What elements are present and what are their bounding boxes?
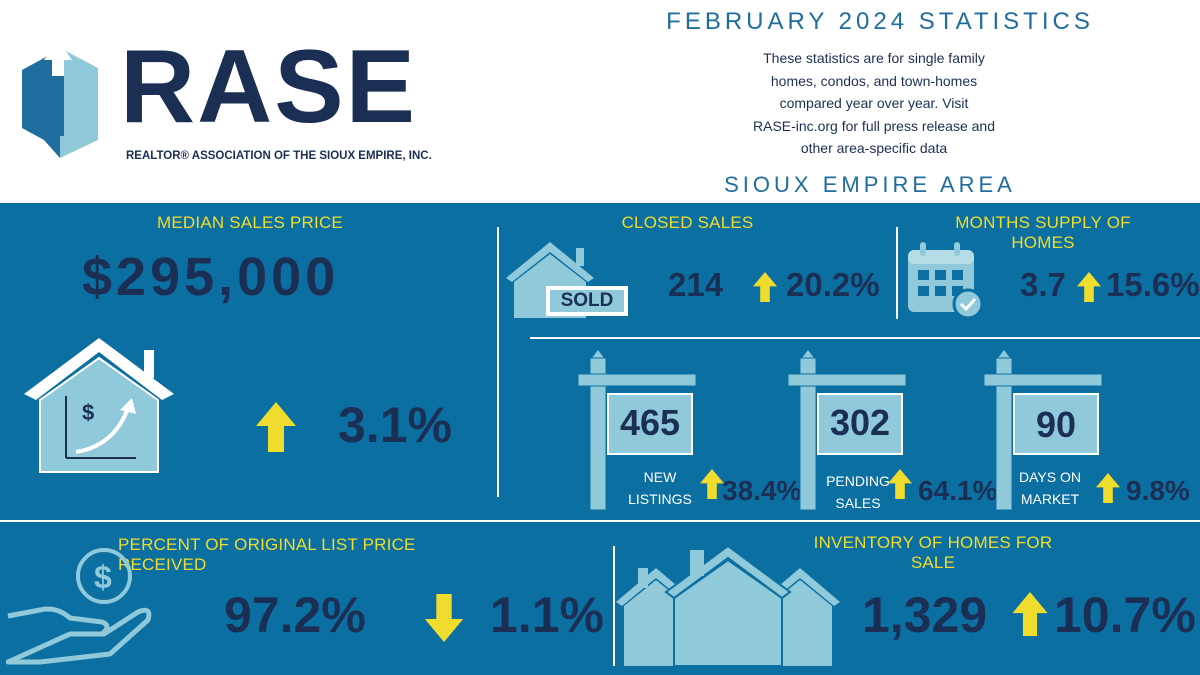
sign-post-icon — [984, 350, 1102, 510]
supply-value: 3.7 — [1020, 266, 1066, 303]
arrow-up-icon — [753, 272, 777, 302]
arrow-up-icon — [256, 402, 296, 452]
divider — [0, 520, 1200, 522]
caption-line: DAYS ON — [1019, 469, 1081, 485]
description-line: These statistics are for single family — [763, 50, 985, 66]
divider — [613, 546, 615, 666]
description-line: homes, condos, and town-homes — [770, 72, 978, 89]
page-title: FEBRUARY 2024 STATISTICS — [666, 8, 1094, 35]
closed-value: 214 — [668, 266, 724, 303]
pending-caption: PENDING SALES — [820, 470, 896, 514]
list-price-change: 1.1% — [490, 587, 604, 643]
median-value: $295,000 — [82, 247, 340, 307]
median-change: 3.1% — [338, 397, 452, 453]
caption-line: MARKET — [1020, 491, 1080, 507]
arrow-down-icon — [424, 594, 464, 642]
money-hand-icon: $ — [6, 548, 152, 665]
caption-line: SALES — [835, 495, 881, 511]
divider — [896, 227, 898, 319]
dom-change: 9.8% — [1126, 475, 1190, 506]
arrow-up-icon — [700, 469, 724, 499]
closed-change: 20.2% — [786, 266, 880, 303]
caption-line: LISTINGS — [628, 491, 692, 507]
houses-icon — [616, 546, 840, 666]
logo-icon — [22, 40, 98, 158]
description-line: compared year over year. Visit — [779, 95, 969, 111]
area-title: SIOUX EMPIRE AREA — [724, 172, 1016, 197]
pending-change: 64.1% — [918, 475, 998, 506]
svg-text:$: $ — [82, 400, 94, 425]
dom-caption: DAYS ON MARKET — [1012, 466, 1088, 510]
caption-line: NEW — [643, 469, 677, 485]
house-chart-icon: $ — [24, 338, 174, 473]
list-price-label: PERCENT OF ORIGINAL LIST PRICE RECEIVED — [118, 535, 416, 574]
supply-label: MONTHS SUPPLY OF HOMES — [955, 213, 1131, 252]
svg-text:$: $ — [94, 559, 112, 595]
inventory-value: 1,329 — [862, 587, 988, 643]
median-label: MEDIAN SALES PRICE — [157, 213, 343, 232]
arrow-up-icon — [888, 469, 912, 499]
dom-value: 90 — [1035, 404, 1077, 445]
sold-sign-text: SOLD — [560, 290, 614, 311]
description-line: RASE-inc.org for full press release and — [753, 117, 995, 134]
description: These statistics are for single family h… — [700, 47, 1048, 160]
sign-post-icon — [788, 350, 906, 510]
pending-value: 302 — [829, 402, 891, 443]
new-listings-change: 38.4% — [722, 475, 802, 506]
description-line: other area-specific data — [800, 140, 948, 156]
list-price-value: 97.2% — [224, 587, 366, 643]
arrow-up-icon — [1096, 473, 1120, 503]
caption-line: PENDING — [826, 473, 890, 489]
arrow-up-icon — [1012, 592, 1048, 636]
arrow-up-icon — [1077, 272, 1101, 302]
closed-label: CLOSED SALES — [621, 213, 754, 232]
calendar-icon — [908, 242, 984, 320]
supply-change: 15.6% — [1106, 266, 1200, 303]
inventory-change: 10.7% — [1054, 587, 1196, 643]
new-listings-value: 465 — [619, 402, 681, 443]
new-listings-caption: NEW LISTINGS — [622, 466, 698, 510]
brand-tagline: REALTOR® ASSOCIATION OF THE SIOUX EMPIRE… — [126, 150, 432, 162]
inventory-label: INVENTORY OF HOMES FOR SALE — [813, 533, 1053, 572]
divider — [497, 227, 499, 497]
logo-text: RASE — [120, 29, 417, 145]
sold-house-icon — [506, 242, 628, 318]
divider — [530, 337, 1200, 339]
sign-post-icon — [578, 350, 696, 510]
